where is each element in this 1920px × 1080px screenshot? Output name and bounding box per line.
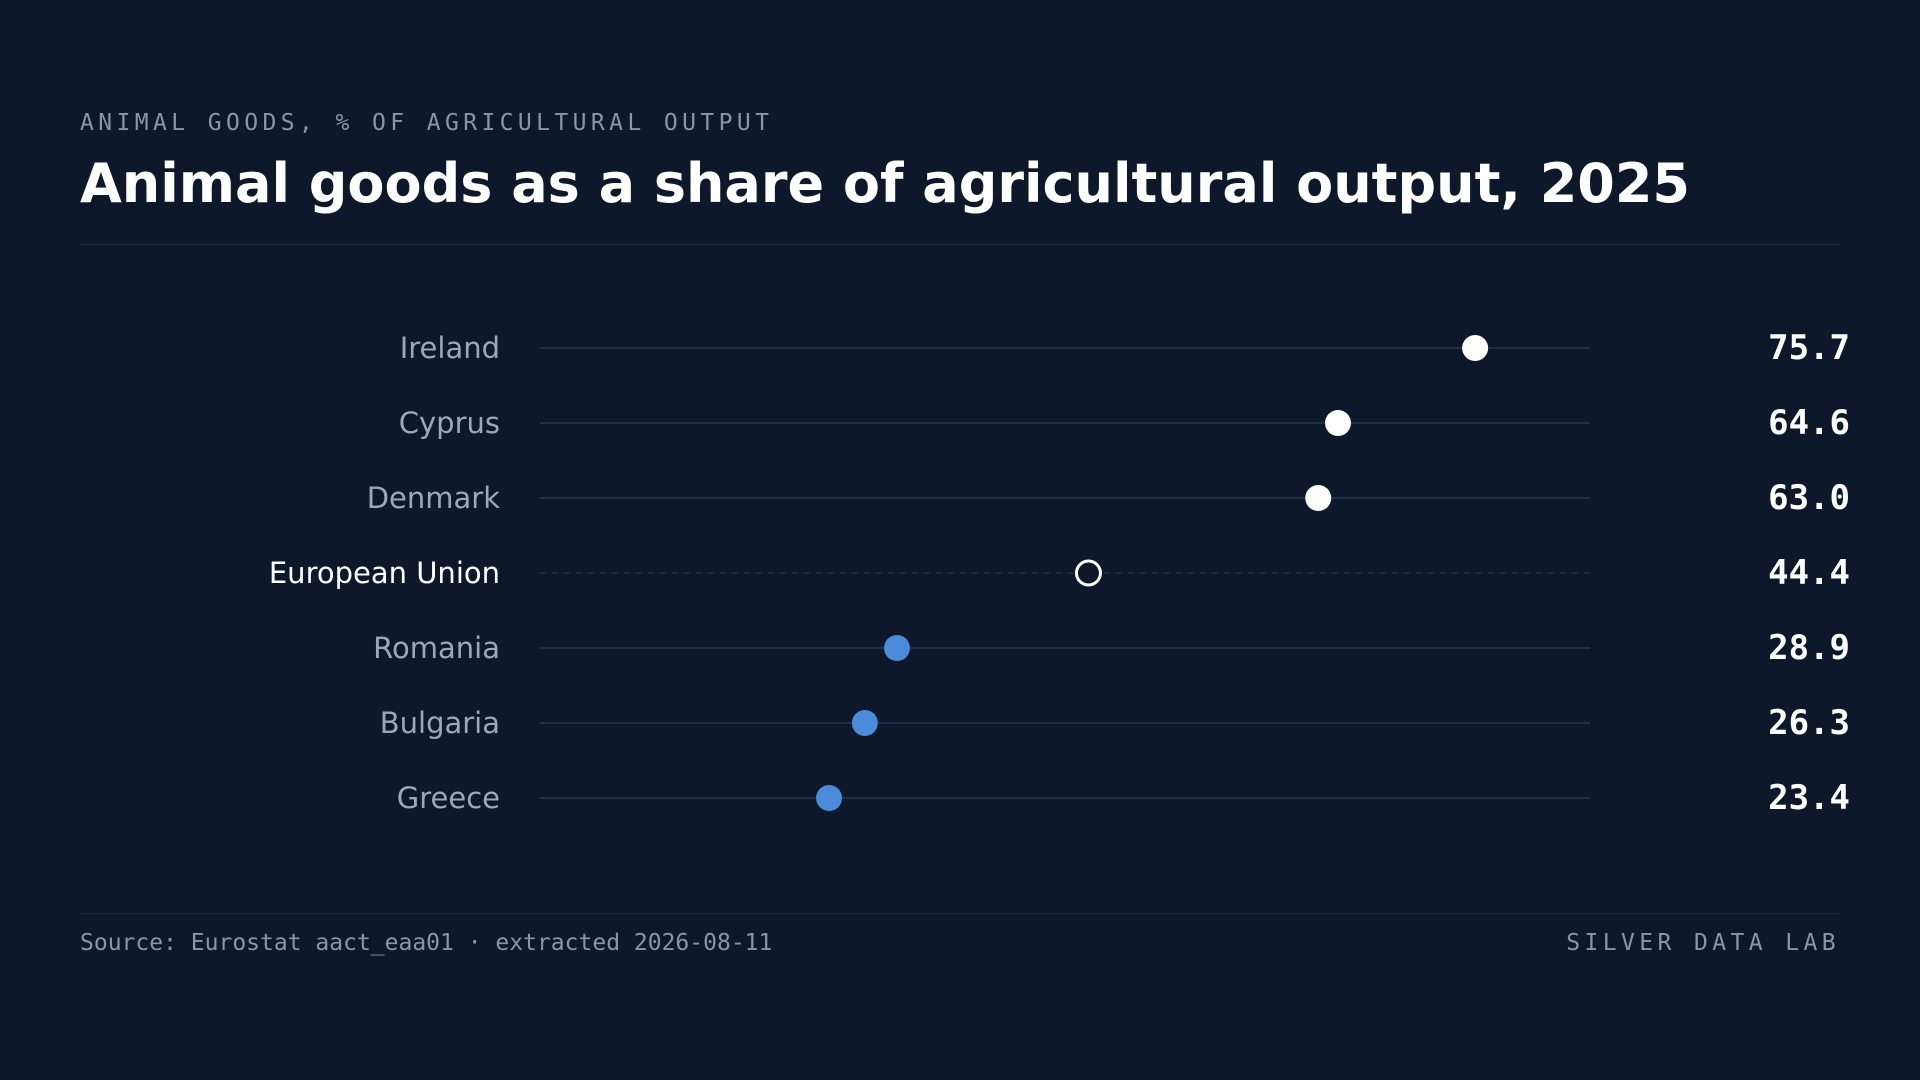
data-point-greece (816, 785, 843, 811)
value-label-denmark: 63.0 (1768, 478, 1850, 518)
data-point-european-union (1074, 559, 1102, 587)
value-label-european-union: 44.4 (1768, 553, 1850, 593)
category-label-european-union: European Union (269, 556, 500, 590)
data-point-denmark (1305, 485, 1332, 511)
category-label-romania: Romania (373, 631, 500, 665)
chart-title: Animal goods as a share of agricultural … (80, 152, 1691, 215)
value-label-ireland: 75.7 (1768, 328, 1850, 368)
category-label-ireland: Ireland (400, 331, 500, 365)
chart-kicker: ANIMAL GOODS, % OF AGRICULTURAL OUTPUT (80, 110, 774, 136)
category-label-bulgaria: Bulgaria (380, 706, 500, 740)
brand-label: SILVER DATA LAB (1566, 930, 1840, 956)
value-label-cyprus: 64.6 (1768, 403, 1850, 443)
category-label-cyprus: Cyprus (399, 406, 500, 440)
data-point-cyprus (1325, 410, 1351, 436)
header-divider (80, 244, 1840, 245)
data-point-ireland (1462, 335, 1489, 361)
footer-divider (80, 913, 1840, 914)
category-label-greece: Greece (397, 781, 500, 815)
data-point-bulgaria (851, 710, 878, 736)
category-label-denmark: Denmark (367, 481, 500, 515)
value-label-romania: 28.9 (1768, 628, 1850, 668)
value-label-greece: 23.4 (1768, 778, 1850, 818)
value-label-bulgaria: 26.3 (1768, 703, 1850, 743)
data-point-romania (884, 635, 910, 661)
source-note: Source: Eurostat aact_eaa01 · extracted … (80, 930, 773, 956)
